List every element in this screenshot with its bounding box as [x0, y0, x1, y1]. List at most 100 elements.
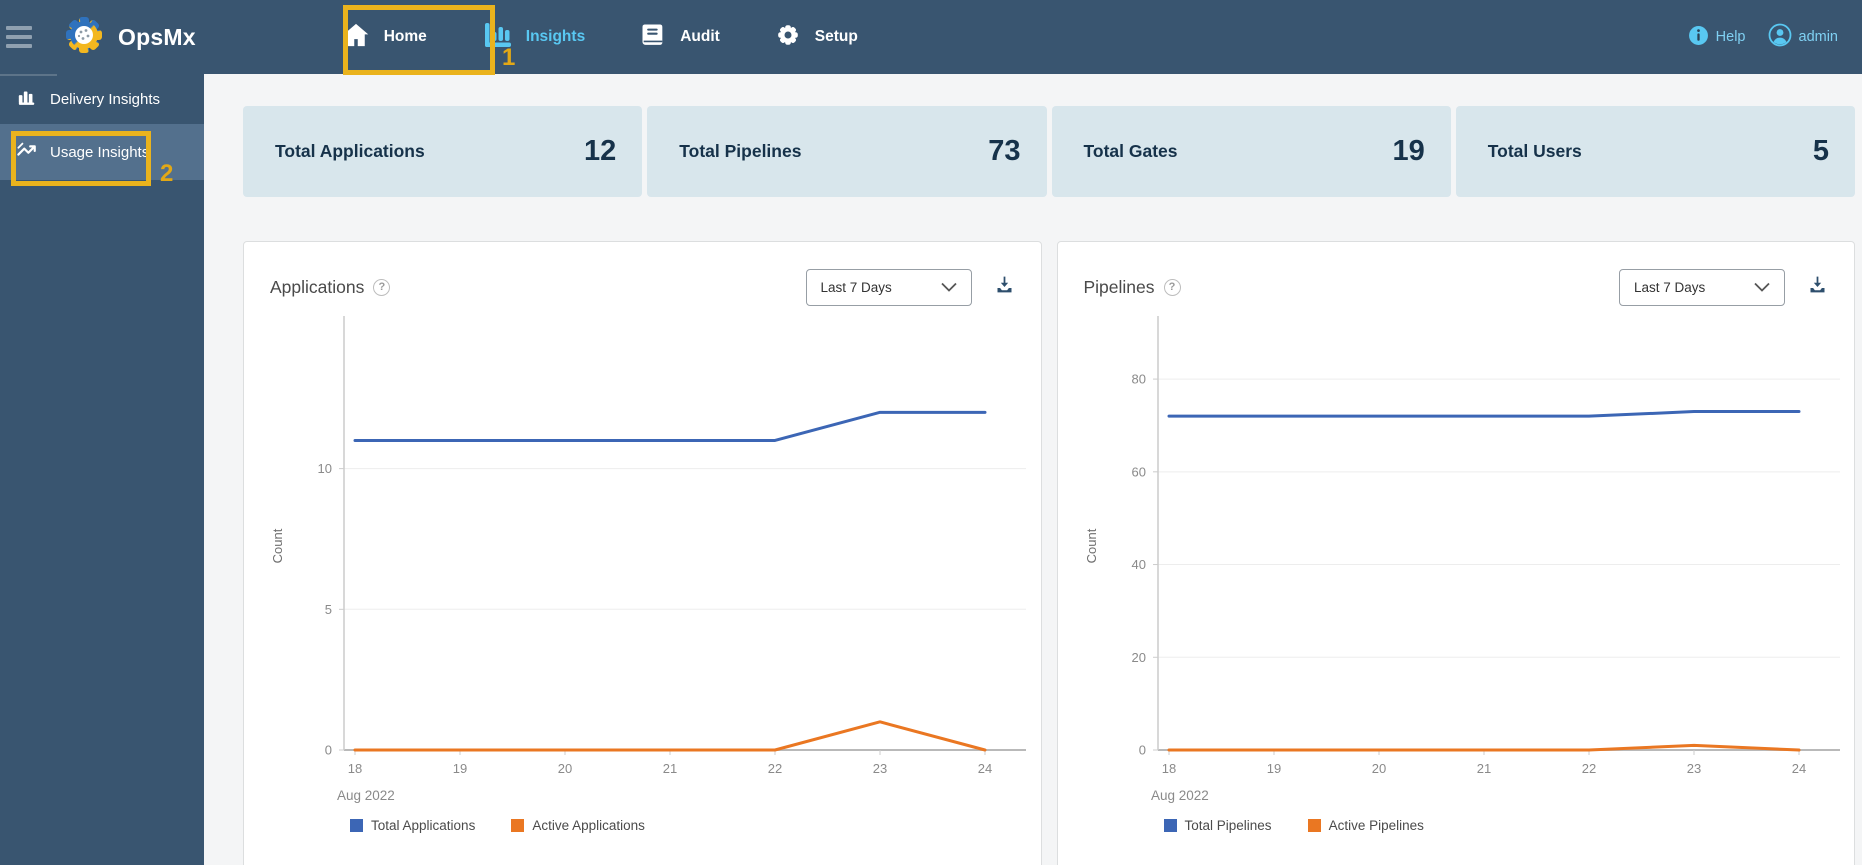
svg-text:19: 19: [1266, 761, 1280, 776]
sidebar-item-label: Delivery Insights: [50, 90, 161, 108]
delivery-insights-bar-chart-icon: [16, 87, 38, 111]
usage-insights-journey-icon: [16, 140, 38, 164]
panel-title-text: Pipelines: [1083, 276, 1155, 297]
svg-text:24: 24: [978, 761, 992, 776]
stat-label: Total Applications: [275, 141, 425, 161]
pipelines-panel: Pipelines ? Last 7 Days 0: [1056, 241, 1856, 865]
svg-text:19: 19: [453, 761, 467, 776]
stat-card-total-users: Total Users 5: [1455, 106, 1855, 197]
stat-value: 73: [988, 135, 1021, 167]
stat-card-total-gates: Total Gates 19: [1051, 106, 1451, 197]
legend-label: Total Applications: [371, 818, 476, 833]
nav-item-audit[interactable]: Audit: [612, 0, 747, 74]
pipelines-line-chart[interactable]: 0 20 40 60 80 18 19 20 21 22 23 24 Aug 2022 Count: [1058, 306, 1856, 811]
hamburger-menu-icon[interactable]: [6, 17, 46, 57]
sidebar-item-usage-insights[interactable]: Usage Insights: [0, 124, 204, 180]
legend-swatch-blue: [1163, 819, 1177, 832]
stats-row: Total Applications 12 Total Pipelines 73…: [243, 106, 1855, 197]
info-icon: [1688, 25, 1709, 50]
svg-text:Count: Count: [1084, 528, 1099, 563]
legend-swatch-orange: [511, 819, 525, 832]
panel-header: Pipelines ? Last 7 Days: [1058, 242, 1855, 306]
nav-item-label: Setup: [814, 28, 858, 45]
legend-label: Total Pipelines: [1184, 818, 1272, 833]
legend-swatch-blue: [350, 819, 363, 832]
stat-value: 19: [1392, 135, 1425, 167]
opsmx-logo-icon: [58, 9, 110, 66]
annotation-number-2: 2: [160, 160, 174, 187]
svg-text:20: 20: [1371, 761, 1385, 776]
main-content: Total Applications 12 Total Pipelines 73…: [204, 74, 1862, 865]
audit-book-icon: [639, 21, 667, 54]
svg-text:24: 24: [1791, 761, 1805, 776]
user-avatar-icon: [1768, 23, 1792, 51]
svg-text:18: 18: [348, 761, 362, 776]
svg-text:22: 22: [1581, 761, 1595, 776]
username-label: admin: [1798, 29, 1839, 45]
date-range-value: Last 7 Days: [820, 279, 892, 295]
svg-text:Count: Count: [270, 528, 285, 563]
panel-header: Applications ? Last 7 Days: [244, 242, 1041, 306]
svg-text:21: 21: [663, 761, 677, 776]
date-range-dropdown[interactable]: Last 7 Days: [805, 268, 972, 306]
sidebar-item-delivery-insights[interactable]: Delivery Insights: [0, 74, 204, 124]
download-icon[interactable]: [1807, 274, 1828, 300]
svg-text:0: 0: [1138, 743, 1145, 758]
setup-gear-icon: [774, 21, 802, 54]
svg-text:18: 18: [1161, 761, 1175, 776]
stat-label: Total Pipelines: [679, 141, 802, 161]
brand-name: OpsMx: [118, 23, 196, 50]
sidebar: Delivery Insights Usage Insights: [0, 74, 204, 865]
user-menu[interactable]: admin: [1768, 23, 1839, 51]
legend-item[interactable]: Total Applications: [350, 818, 475, 833]
charts-row: Applications ? Last 7 Days: [243, 241, 1855, 865]
svg-text:Aug 2022: Aug 2022: [1151, 788, 1209, 803]
sidebar-item-label: Usage Insights: [50, 143, 150, 161]
date-range-dropdown[interactable]: Last 7 Days: [1619, 268, 1785, 306]
nav-item-home[interactable]: Home: [314, 0, 454, 74]
svg-text:20: 20: [558, 761, 572, 776]
chevron-down-icon: [1754, 282, 1770, 292]
svg-text:21: 21: [1476, 761, 1490, 776]
download-icon[interactable]: [994, 274, 1015, 300]
legend-label: Active Pipelines: [1328, 818, 1424, 833]
nav-item-insights[interactable]: Insights: [454, 0, 612, 74]
panel-title-text: Applications: [270, 276, 365, 297]
chart-legend: Total Pipelines Active Pipelines: [1058, 818, 1855, 833]
panel-title: Pipelines ?: [1084, 277, 1181, 298]
svg-text:Aug 2022: Aug 2022: [337, 788, 395, 803]
applications-panel: Applications ? Last 7 Days: [243, 241, 1042, 865]
legend-item[interactable]: Active Pipelines: [1307, 818, 1424, 833]
stat-value: 12: [583, 135, 617, 167]
svg-text:60: 60: [1131, 464, 1145, 479]
nav-item-label: Audit: [680, 28, 720, 45]
svg-text:10: 10: [318, 461, 332, 476]
applications-line-chart[interactable]: 0 5 10 18 19 20 21 22 23 24 Aug 2022 Count: [244, 306, 1042, 811]
top-navbar: OpsMx Home Insights: [0, 0, 1862, 74]
svg-text:20: 20: [1131, 650, 1145, 665]
legend-item[interactable]: Active Applications: [511, 818, 645, 833]
home-icon: [341, 21, 371, 54]
chart-legend: Total Applications Active Applications: [244, 818, 1041, 833]
svg-text:0: 0: [325, 743, 332, 758]
help-question-icon[interactable]: ?: [373, 278, 391, 296]
help-label: Help: [1715, 29, 1746, 45]
sidebar-divider: [0, 74, 57, 76]
nav-item-setup[interactable]: Setup: [747, 0, 885, 74]
stat-card-total-applications: Total Applications 12: [243, 106, 643, 197]
chevron-down-icon: [940, 282, 957, 292]
legend-item[interactable]: Total Pipelines: [1163, 818, 1272, 833]
help-question-icon[interactable]: ?: [1163, 278, 1181, 296]
brand[interactable]: OpsMx: [58, 9, 196, 66]
legend-label: Active Applications: [532, 818, 645, 833]
svg-text:40: 40: [1131, 557, 1145, 572]
stat-value: 5: [1812, 135, 1829, 167]
stat-label: Total Users: [1487, 141, 1582, 161]
svg-text:23: 23: [1686, 761, 1700, 776]
svg-text:22: 22: [768, 761, 782, 776]
help-button[interactable]: Help: [1688, 25, 1746, 50]
panel-title: Applications ?: [270, 276, 391, 298]
stat-label: Total Gates: [1083, 141, 1178, 161]
svg-text:80: 80: [1131, 372, 1145, 387]
stat-card-total-pipelines: Total Pipelines 73: [647, 106, 1047, 197]
